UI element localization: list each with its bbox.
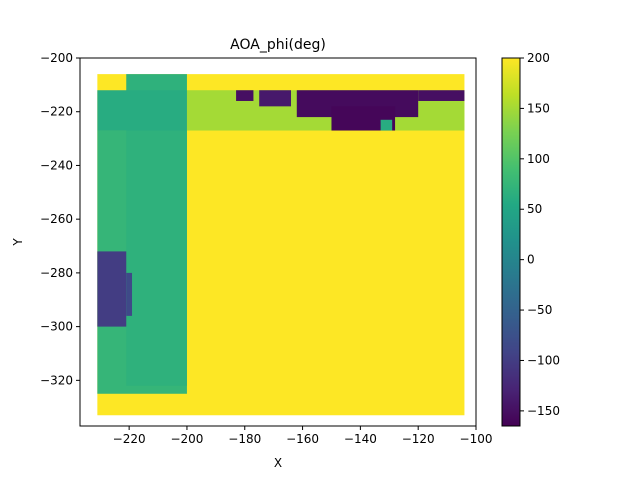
x-tick-label: −140	[344, 432, 377, 446]
heatmap-cells	[97, 74, 465, 416]
colorbar-tick-label: 200	[527, 51, 550, 65]
y-tick-label: −240	[40, 158, 73, 172]
heatmap-region	[418, 90, 465, 101]
y-axis-ticks: −200 −220 −240 −260 −280 −300 −320	[40, 51, 80, 387]
colorbar-tick-label: 0	[527, 253, 535, 267]
y-tick-label: −200	[40, 51, 73, 65]
heatmap-region	[97, 90, 187, 131]
colorbar-tick-label: −100	[527, 353, 560, 367]
colorbar-tick-label: 150	[527, 101, 550, 115]
y-tick-label: −260	[40, 212, 73, 226]
colorbar-tick-label: 100	[527, 152, 550, 166]
x-tick-label: −220	[113, 432, 146, 446]
x-axis-label: X	[274, 456, 282, 470]
heatmap-region	[126, 272, 133, 316]
x-tick-label: −200	[170, 432, 203, 446]
heatmap-region	[97, 251, 127, 327]
heatmap-region	[259, 90, 292, 107]
colorbar-tick-label: −150	[527, 404, 560, 418]
x-tick-label: −160	[286, 432, 319, 446]
x-tick-label: −180	[228, 432, 261, 446]
colorbar-tick-label: 50	[527, 202, 542, 216]
plot-frame	[79, 57, 477, 427]
heatmap-region	[380, 119, 393, 131]
colorbar-tick-label: −50	[527, 303, 552, 317]
x-tick-label: −100	[460, 432, 493, 446]
y-axis-label: Y	[11, 238, 25, 247]
y-tick-label: −280	[40, 266, 73, 280]
x-tick-label: −120	[402, 432, 435, 446]
chart-title: AOA_phi(deg)	[230, 37, 326, 53]
colorbar	[502, 58, 520, 426]
colorbar-ticks: 200 150 100 50 0 −50 −100 −150	[520, 51, 560, 418]
x-axis-ticks: −220 −200 −180 −160 −140 −120 −100	[113, 426, 493, 446]
y-tick-label: −320	[40, 373, 73, 387]
y-tick-label: −300	[40, 320, 73, 334]
colorbar-frame	[501, 57, 521, 427]
heatmap-region	[236, 90, 254, 101]
y-tick-label: −220	[40, 105, 73, 119]
